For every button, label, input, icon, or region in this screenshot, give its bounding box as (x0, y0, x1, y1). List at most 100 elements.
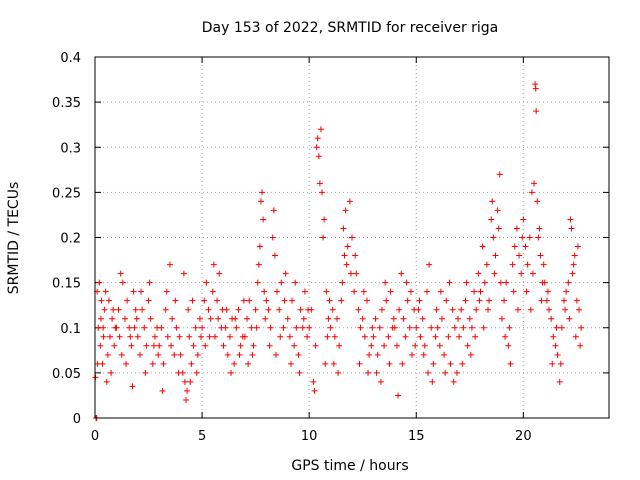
x-tick-labels: 0 5 10 15 20 (91, 429, 532, 444)
data-point (464, 342, 471, 349)
data-point (527, 306, 534, 313)
data-point (156, 342, 163, 349)
data-point (426, 261, 433, 268)
data-point (513, 225, 520, 232)
data-point (357, 324, 364, 331)
data-point (501, 297, 508, 304)
data-point (467, 351, 474, 358)
data-point (495, 225, 502, 232)
data-point (578, 324, 585, 331)
y-tick-label: 0.15 (52, 277, 81, 292)
data-point (254, 279, 261, 286)
data-point (473, 306, 480, 313)
data-point (536, 225, 543, 232)
data-point (116, 333, 123, 340)
data-point (567, 216, 574, 223)
data-point (546, 306, 553, 313)
data-point (370, 333, 377, 340)
data-point (343, 261, 350, 268)
data-point (433, 306, 440, 313)
data-point (281, 297, 288, 304)
data-point (118, 351, 125, 358)
data-point (155, 351, 162, 358)
data-point (97, 342, 104, 349)
data-point (168, 342, 175, 349)
data-point (176, 333, 183, 340)
data-point (172, 297, 179, 304)
data-point (129, 383, 136, 390)
data-point (374, 351, 381, 358)
data-point (486, 297, 493, 304)
data-point (313, 144, 320, 151)
data-point (366, 351, 373, 358)
data-point (390, 315, 397, 322)
x-tick-label: 10 (301, 429, 318, 444)
y-tick-label: 0.25 (52, 186, 81, 201)
data-point (415, 306, 422, 313)
data-point (103, 378, 110, 385)
data-point (523, 288, 530, 295)
data-point (199, 324, 206, 331)
data-point (347, 270, 354, 277)
data-point (458, 306, 465, 313)
data-point (158, 324, 165, 331)
data-point (202, 342, 209, 349)
data-point (373, 369, 380, 376)
data-point (113, 324, 120, 331)
data-point (543, 297, 550, 304)
data-point (568, 225, 575, 232)
data-point (293, 324, 300, 331)
data-point (115, 306, 122, 313)
data-point (532, 81, 539, 88)
data-point (391, 324, 398, 331)
data-point (117, 270, 124, 277)
data-point (143, 342, 150, 349)
data-point (507, 360, 514, 367)
data-point (259, 189, 266, 196)
y-tick-label: 0.35 (52, 96, 81, 111)
data-point (246, 297, 253, 304)
data-point (383, 297, 390, 304)
data-point (106, 333, 113, 340)
data-point (402, 333, 409, 340)
data-point (351, 288, 358, 295)
data-point (558, 324, 565, 331)
data-point (406, 324, 413, 331)
data-point (276, 306, 283, 313)
data-point (509, 261, 516, 268)
data-point (132, 306, 139, 313)
data-point (335, 369, 342, 376)
data-point (456, 333, 463, 340)
data-point (248, 324, 255, 331)
data-point (101, 306, 108, 313)
data-point (237, 342, 244, 349)
data-point (412, 342, 419, 349)
data-point (171, 351, 178, 358)
data-point (460, 324, 467, 331)
data-point (491, 270, 498, 277)
data-point (306, 324, 313, 331)
data-point (353, 270, 360, 277)
data-point (549, 360, 556, 367)
data-point (102, 288, 109, 295)
data-point (209, 288, 216, 295)
data-point (127, 333, 134, 340)
data-point (481, 279, 488, 286)
data-point (134, 333, 141, 340)
data-point (150, 342, 157, 349)
data-point (130, 288, 137, 295)
data-point (385, 333, 392, 340)
data-point (181, 378, 188, 385)
data-point (166, 261, 173, 268)
data-point (223, 306, 230, 313)
data-point (183, 396, 190, 403)
data-point (447, 360, 454, 367)
data-point (131, 324, 138, 331)
data-point (145, 297, 152, 304)
data-point (210, 261, 217, 268)
data-point (312, 342, 319, 349)
data-point (416, 297, 423, 304)
data-point (296, 369, 303, 376)
data-point (211, 333, 218, 340)
data-point (286, 333, 293, 340)
